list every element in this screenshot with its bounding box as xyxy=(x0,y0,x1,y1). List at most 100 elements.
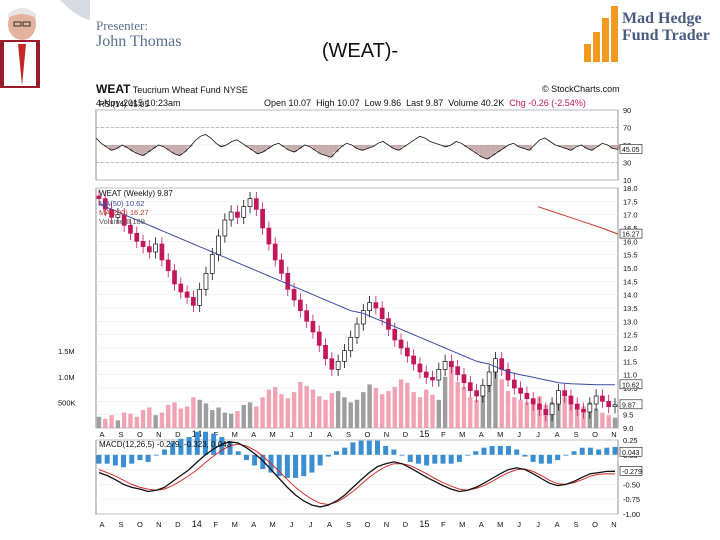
macd-histogram-bar xyxy=(194,431,200,455)
macd-tick-label: -0.50 xyxy=(623,480,640,489)
macd-line xyxy=(98,441,616,508)
price-x-tick-label: O xyxy=(365,430,371,439)
volume-bar xyxy=(417,397,423,428)
volume-bar xyxy=(335,391,341,428)
rsi-label: RSI(14) 45.05 xyxy=(99,100,149,109)
candle-body xyxy=(128,224,133,234)
volume-bar xyxy=(486,381,492,428)
rsi-fill-bar xyxy=(260,145,266,152)
price-x-tick-label: A xyxy=(251,430,256,439)
macd-histogram-bar xyxy=(571,451,577,455)
macd-histogram-bar xyxy=(211,433,217,455)
price-x-tick-label: N xyxy=(611,430,616,439)
rsi-fill-bar xyxy=(401,145,407,147)
volume-bar xyxy=(386,391,391,428)
candle-body xyxy=(392,328,398,341)
price-tick-label: 13.5 xyxy=(623,304,638,313)
macd-x-tick-label: F xyxy=(213,520,218,529)
candle-body xyxy=(115,214,121,218)
volume-bar xyxy=(493,371,498,428)
macd-histogram-bar xyxy=(391,449,397,455)
candle-body xyxy=(191,296,196,306)
source-credit: © StockCharts.com xyxy=(542,84,620,94)
price-x-tick-label: N xyxy=(384,430,389,439)
macd-x-tick-label: N xyxy=(384,520,389,529)
slide-title: (WEAT)- xyxy=(321,40,399,62)
macd-histogram-bar xyxy=(137,454,143,461)
macd-histogram-bar xyxy=(555,454,561,461)
rsi-fill-bar xyxy=(109,145,115,151)
volume-bar xyxy=(166,404,171,428)
price-tick-label: 11.5 xyxy=(623,357,637,366)
macd-histogram-bar xyxy=(374,440,380,455)
rsi-fill-bar xyxy=(312,145,318,151)
price-label: WEAT (Weekly) 9.87 xyxy=(99,189,173,198)
candle-body xyxy=(593,395,599,405)
price-tick-label: 13.0 xyxy=(623,317,638,326)
price-tick-label: 9.5 xyxy=(623,411,633,420)
rsi-fill-bar xyxy=(135,145,141,154)
presenter-block: Presenter: John Thomas xyxy=(96,18,181,50)
price-x-tick-label: M xyxy=(497,430,503,439)
macd-histogram-bar xyxy=(522,454,528,457)
candle-body xyxy=(197,288,203,306)
volume-bar xyxy=(241,404,246,428)
macd-histogram-bar xyxy=(465,454,471,456)
quote-high: High 10.07 xyxy=(316,98,360,108)
volume-bar xyxy=(606,415,611,428)
volume-bar xyxy=(361,392,366,428)
macd-histogram-bar xyxy=(424,454,430,466)
rsi-fill-bar xyxy=(615,145,621,150)
macd-x-tick-label: S xyxy=(346,520,351,529)
rsi-fill-bar xyxy=(484,145,491,159)
macd-histogram-bar xyxy=(514,449,520,455)
rsi-fill-bar xyxy=(573,145,579,147)
volume-bar xyxy=(134,416,139,428)
macd-histogram-bar xyxy=(178,438,184,455)
quote-last: Last 9.87 xyxy=(406,98,444,108)
price-tick-label: 15.0 xyxy=(623,264,638,273)
macd-x-tick-label: M xyxy=(459,520,465,529)
candle-body xyxy=(411,355,416,365)
candle-body xyxy=(556,390,561,405)
macd-histogram-bar xyxy=(162,449,168,455)
logo-line1: Mad Hedge xyxy=(622,10,702,27)
candle-body xyxy=(612,404,618,408)
chart-symbol-line: WEAT Teucrium Wheat Fund NYSE xyxy=(96,82,248,96)
candle-body xyxy=(140,240,146,248)
price-tick-label: 12.0 xyxy=(623,344,638,353)
volume-bar xyxy=(499,379,504,428)
volume-bar xyxy=(197,399,202,428)
legend-volume: Volume 8,189 xyxy=(99,217,145,226)
volume-bar xyxy=(442,376,448,428)
candle-body xyxy=(253,198,259,210)
volume-bar xyxy=(254,406,259,428)
macd-x-tick-label: D xyxy=(175,520,181,529)
volume-bar xyxy=(310,389,316,428)
rsi-fill-bar xyxy=(291,145,297,152)
macd-signal-line xyxy=(98,443,616,506)
price-x-tick-label: M xyxy=(459,430,465,439)
candle-body xyxy=(499,358,505,370)
macd-label: MACD(12,26,5) -0.279, -0.323, 0.043 xyxy=(99,440,232,449)
macd-x-tick-label: S xyxy=(118,520,123,529)
macd-histogram-bar xyxy=(129,454,135,464)
volume-bar xyxy=(436,399,442,428)
candle-body xyxy=(348,336,354,352)
volume-bar xyxy=(159,412,165,428)
candle-body xyxy=(272,243,278,261)
macd-x-tick-label: D xyxy=(403,520,409,529)
candle-body xyxy=(568,395,574,405)
macd-x-tick-label: J xyxy=(309,520,313,529)
rsi-fill-bar xyxy=(150,145,157,149)
rsi-fill-bar xyxy=(129,145,136,152)
macd-histogram-bar xyxy=(358,440,364,455)
volume-bar xyxy=(329,393,335,428)
candle-body xyxy=(379,307,385,320)
presenter-name: John Thomas xyxy=(96,33,182,50)
macd-histogram-bar xyxy=(366,440,372,455)
price-last-value: 10.62 xyxy=(622,382,640,389)
rsi-fill-bar xyxy=(359,145,365,151)
price-tick-label: 15.5 xyxy=(623,251,638,260)
rsi-fill-bar xyxy=(218,145,224,147)
